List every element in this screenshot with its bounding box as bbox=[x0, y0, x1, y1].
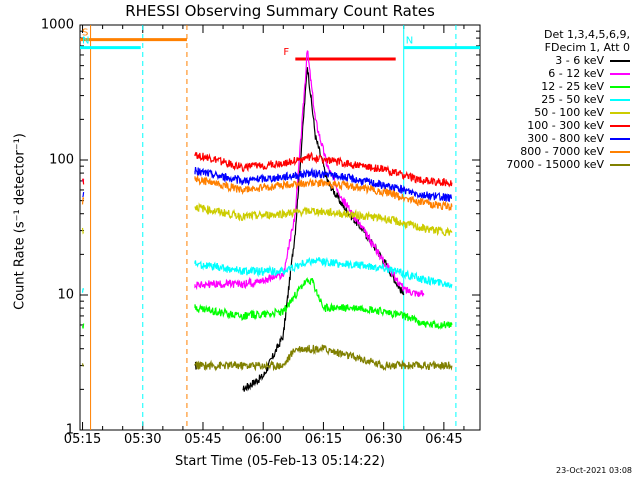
flag-label: N bbox=[406, 36, 413, 47]
legend-swatch bbox=[610, 163, 630, 166]
legend-item: 800 - 7000 keV bbox=[484, 145, 630, 158]
series-line bbox=[81, 50, 425, 297]
x-axis-label: Start Time (05-Feb-13 05:14:22) bbox=[175, 454, 385, 469]
legend-label: 6 - 12 keV bbox=[548, 67, 604, 80]
series-line bbox=[81, 256, 453, 293]
series-line bbox=[81, 277, 453, 330]
x-tick-label: 05:15 bbox=[63, 432, 102, 447]
legend-label: 50 - 100 keV bbox=[534, 106, 604, 119]
series-line bbox=[81, 151, 453, 188]
series-line bbox=[82, 167, 452, 202]
footer-timestamp: 23-Oct-2021 03:08 bbox=[556, 466, 632, 475]
plot-frame bbox=[79, 24, 481, 431]
series-line bbox=[81, 202, 453, 237]
legend-label: 7000 - 15000 keV bbox=[506, 158, 604, 171]
x-tick-label: 06:45 bbox=[425, 432, 463, 447]
legend-swatch bbox=[610, 98, 630, 101]
legend-swatch bbox=[610, 85, 630, 88]
legend-swatch bbox=[610, 72, 630, 75]
legend-item: 100 - 300 keV bbox=[484, 119, 630, 132]
legend-label: 3 - 6 keV bbox=[555, 54, 604, 67]
x-tick-label: 06:30 bbox=[364, 432, 403, 447]
legend-swatch bbox=[610, 150, 630, 153]
y-tick-label: 100 bbox=[49, 152, 74, 168]
y-tick-label: 1000 bbox=[40, 17, 74, 33]
x-tick-label: 05:45 bbox=[184, 432, 222, 447]
legend-item: 50 - 100 keV bbox=[484, 106, 630, 119]
legend-item: 12 - 25 keV bbox=[484, 80, 630, 93]
chart-title: RHESSI Observing Summary Count Rates bbox=[125, 2, 435, 20]
y-tick-label: 10 bbox=[57, 287, 74, 303]
legend-header-line: FDecim 1, Att 0 bbox=[544, 41, 630, 54]
legend-item: 7000 - 15000 keV bbox=[484, 158, 630, 171]
legend-item: 6 - 12 keV bbox=[484, 67, 630, 80]
legend-item: 300 - 800 keV bbox=[484, 132, 630, 145]
x-tick-label: 06:00 bbox=[244, 432, 282, 447]
series-line bbox=[81, 344, 453, 372]
legend: Det 1,3,4,5,6,9, FDecim 1, Att 0 3 - 6 k… bbox=[484, 28, 630, 171]
legend-swatch bbox=[610, 111, 630, 114]
legend-item: 25 - 50 keV bbox=[484, 93, 630, 106]
x-tick-label: 05:30 bbox=[124, 432, 162, 447]
flag-label: S bbox=[82, 28, 88, 39]
legend-header-line: Det 1,3,4,5,6,9, bbox=[543, 28, 630, 41]
legend-label: 100 - 300 keV bbox=[527, 119, 604, 132]
flag-label: F bbox=[283, 47, 289, 58]
y-tick-label: 1 bbox=[65, 422, 74, 438]
legend-label: 12 - 25 keV bbox=[541, 80, 604, 93]
legend-label: 300 - 800 keV bbox=[527, 132, 604, 145]
series-line bbox=[194, 67, 405, 392]
flag-label: N bbox=[82, 36, 89, 47]
legend-item: 3 - 6 keV bbox=[484, 54, 630, 67]
legend-swatch bbox=[610, 137, 630, 140]
x-tick-label: 06:15 bbox=[304, 432, 343, 447]
legend-label: 25 - 50 keV bbox=[541, 93, 604, 106]
legend-label: 800 - 7000 keV bbox=[520, 145, 604, 158]
series-line bbox=[81, 174, 453, 211]
legend-swatch bbox=[610, 59, 630, 62]
legend-swatch bbox=[610, 124, 630, 127]
